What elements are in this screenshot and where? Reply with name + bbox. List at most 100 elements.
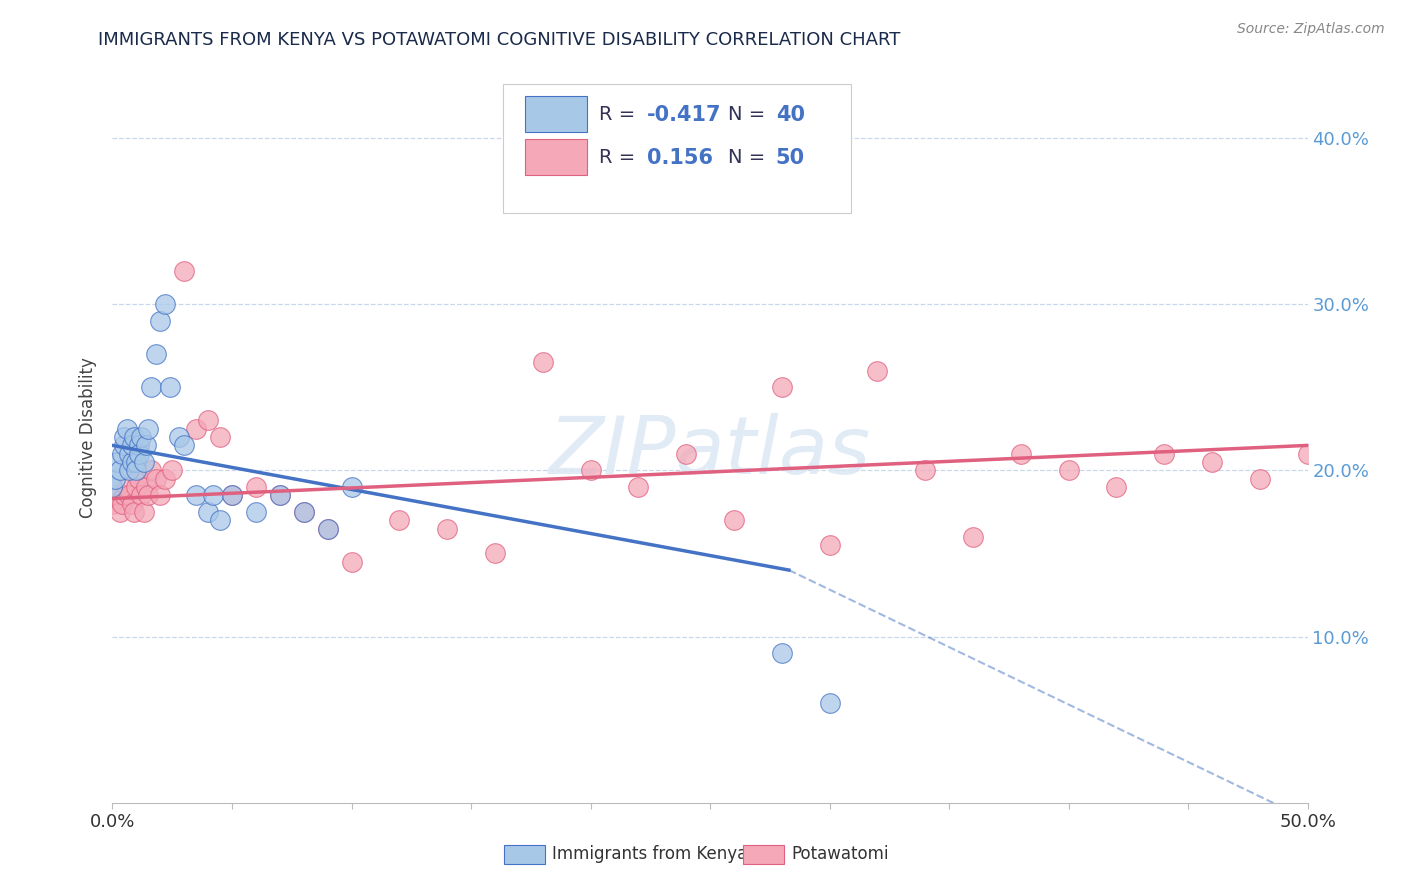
Point bbox=[121, 455, 143, 469]
Point bbox=[245, 505, 267, 519]
Point bbox=[149, 488, 172, 502]
Point bbox=[135, 480, 157, 494]
Point bbox=[1057, 463, 1080, 477]
Point bbox=[269, 488, 291, 502]
Point bbox=[340, 555, 363, 569]
Point bbox=[122, 505, 145, 519]
Point bbox=[221, 488, 243, 502]
Text: 40: 40 bbox=[776, 104, 804, 125]
Point bbox=[209, 513, 232, 527]
FancyBboxPatch shape bbox=[505, 846, 546, 864]
Point bbox=[531, 355, 554, 369]
Point bbox=[186, 422, 208, 436]
Point bbox=[436, 521, 458, 535]
Point bbox=[125, 455, 148, 469]
Point bbox=[115, 480, 138, 494]
Text: N =: N = bbox=[728, 148, 765, 167]
Point bbox=[162, 463, 183, 477]
Point bbox=[818, 538, 841, 552]
Point bbox=[114, 488, 135, 502]
Point bbox=[675, 447, 697, 461]
Point bbox=[1201, 455, 1223, 469]
Y-axis label: Cognitive Disability: Cognitive Disability bbox=[79, 357, 97, 517]
Text: R =: R = bbox=[599, 148, 636, 167]
Text: -0.417: -0.417 bbox=[647, 104, 721, 125]
Point bbox=[139, 380, 162, 394]
Point bbox=[1249, 472, 1271, 486]
Point bbox=[221, 488, 243, 502]
Text: 0.156: 0.156 bbox=[647, 148, 713, 168]
Point bbox=[340, 480, 363, 494]
Point bbox=[1010, 447, 1032, 461]
Point bbox=[197, 413, 219, 427]
Point bbox=[129, 430, 152, 444]
Point bbox=[818, 696, 841, 710]
Point bbox=[201, 488, 224, 502]
Point bbox=[129, 488, 152, 502]
Point bbox=[138, 488, 160, 502]
Point bbox=[169, 430, 191, 444]
Point bbox=[138, 422, 160, 436]
Point bbox=[101, 480, 124, 494]
Point bbox=[121, 497, 143, 511]
Text: Source: ZipAtlas.com: Source: ZipAtlas.com bbox=[1237, 22, 1385, 37]
Point bbox=[962, 530, 984, 544]
Point bbox=[579, 463, 602, 477]
Point bbox=[139, 463, 162, 477]
Point bbox=[1153, 447, 1175, 461]
FancyBboxPatch shape bbox=[524, 96, 586, 132]
Point bbox=[128, 438, 150, 452]
Point bbox=[770, 646, 793, 660]
FancyBboxPatch shape bbox=[503, 84, 851, 212]
Point bbox=[153, 472, 176, 486]
Point bbox=[269, 488, 291, 502]
Point bbox=[118, 447, 141, 461]
Point bbox=[159, 380, 181, 394]
Point bbox=[118, 488, 141, 502]
Point bbox=[770, 380, 793, 394]
Point bbox=[145, 472, 167, 486]
Point bbox=[114, 430, 135, 444]
Text: N =: N = bbox=[728, 105, 765, 124]
Point bbox=[186, 488, 208, 502]
Point bbox=[153, 297, 176, 311]
Point bbox=[866, 363, 889, 377]
Point bbox=[723, 513, 745, 527]
Text: ZIPatlas: ZIPatlas bbox=[548, 413, 872, 491]
Point bbox=[132, 455, 155, 469]
Point bbox=[118, 463, 141, 477]
Point bbox=[1296, 447, 1319, 461]
Text: IMMIGRANTS FROM KENYA VS POTAWATOMI COGNITIVE DISABILITY CORRELATION CHART: IMMIGRANTS FROM KENYA VS POTAWATOMI COGN… bbox=[98, 31, 901, 49]
Point bbox=[125, 463, 148, 477]
Point bbox=[173, 438, 195, 452]
FancyBboxPatch shape bbox=[524, 139, 586, 175]
Point bbox=[316, 521, 339, 535]
Point bbox=[104, 488, 127, 502]
Text: Potawatomi: Potawatomi bbox=[792, 845, 889, 863]
Point bbox=[122, 430, 145, 444]
Point bbox=[316, 521, 339, 535]
Point bbox=[388, 513, 411, 527]
Point bbox=[292, 505, 315, 519]
Point bbox=[145, 347, 167, 361]
Point bbox=[914, 463, 936, 477]
Point bbox=[111, 497, 134, 511]
Text: R =: R = bbox=[599, 105, 636, 124]
FancyBboxPatch shape bbox=[744, 846, 785, 864]
Text: Immigrants from Kenya: Immigrants from Kenya bbox=[553, 845, 748, 863]
Point bbox=[292, 505, 315, 519]
Text: 50: 50 bbox=[776, 148, 804, 168]
Point bbox=[125, 480, 148, 494]
Point bbox=[149, 314, 172, 328]
Point bbox=[111, 447, 134, 461]
Point bbox=[173, 264, 195, 278]
Point bbox=[121, 438, 143, 452]
Point bbox=[135, 438, 157, 452]
Point bbox=[128, 447, 150, 461]
Point bbox=[197, 505, 219, 519]
Point bbox=[108, 505, 131, 519]
Point bbox=[209, 430, 232, 444]
Point bbox=[1105, 480, 1128, 494]
Point bbox=[108, 463, 131, 477]
Point bbox=[101, 497, 124, 511]
